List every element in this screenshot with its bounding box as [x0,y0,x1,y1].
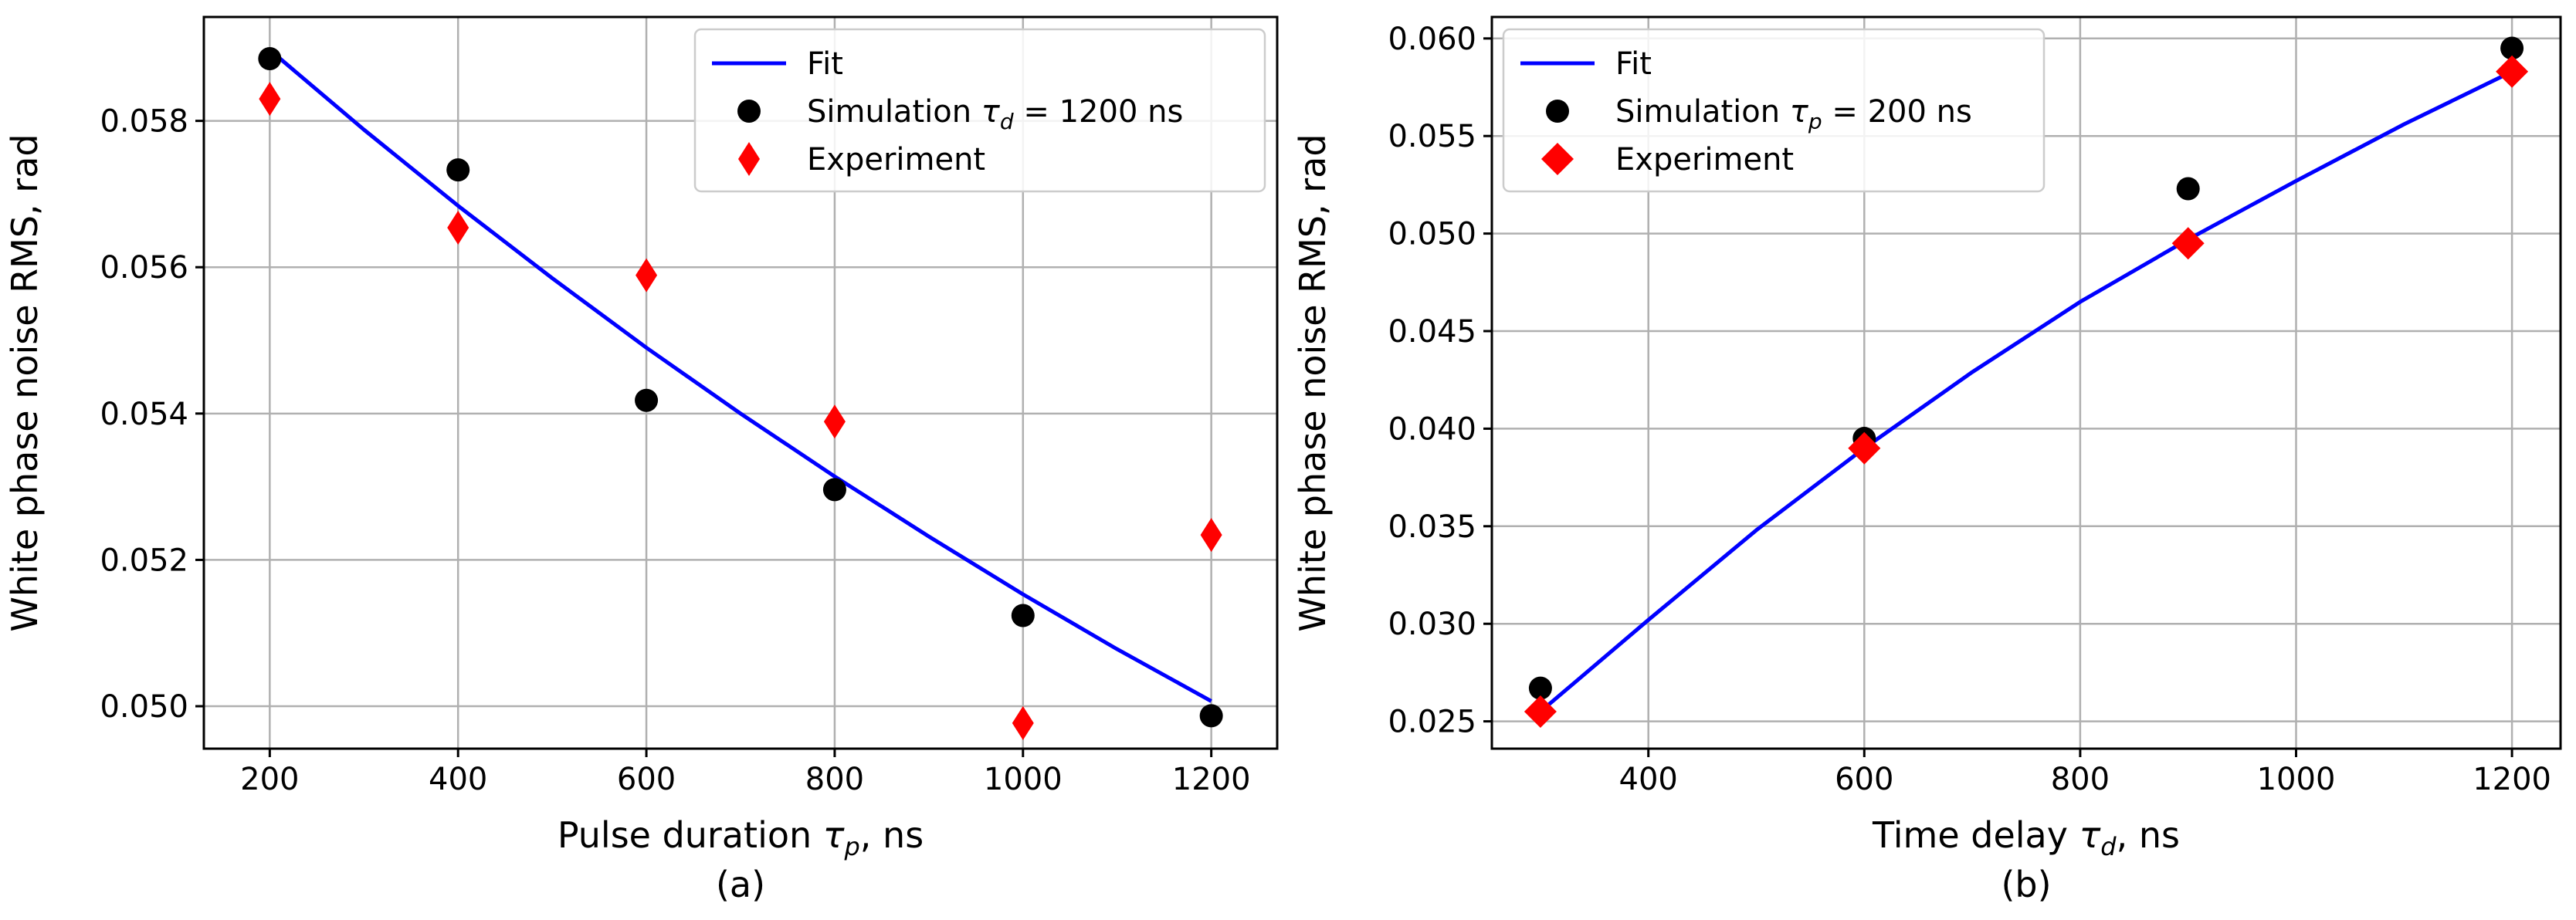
x-axis-label-subscript: d [2100,832,2117,861]
x-tick-label: 1200 [1172,762,1251,797]
experiment-point [2171,227,2205,260]
experiment-point [1200,518,1222,553]
legend-experiment-marker [1541,143,1574,175]
x-axis-label: Pulse duration τp, ns [558,814,924,861]
x-axis-label-text: Time delay [1872,814,2079,856]
y-tick-label: 0.045 [1388,314,1476,350]
legend-simulation-marker [737,100,761,123]
x-axis-label-symbol: τ [823,814,845,856]
legend-label-symbol: τ [971,94,1001,130]
y-axis-label: White phase noise RMS, rad [1292,134,1334,631]
legend-label-simulation: Simulation τd = 1200 ns [807,94,1183,134]
x-tick-label: 400 [429,762,487,797]
y-tick-label: 0.056 [100,250,188,286]
legend-label-fit: Fit [807,46,843,82]
legend-label-suffix: = 1200 ns [1014,94,1184,130]
fit-line [1539,69,2513,713]
y-tick-label: 0.030 [1388,607,1476,642]
experiment-point [1524,695,1557,728]
legend: Fit Simulation τp = 200 ns Experiment [1502,28,2046,193]
legend-label-experiment: Experiment [1615,142,1794,178]
fit-line [268,48,1212,703]
x-axis-label-unit: , ns [2117,814,2180,856]
legend-box [693,28,1266,193]
legend-label-text: Simulation [1615,94,1780,130]
x-axis-label: Time delay τd, ns [1872,814,2180,861]
legend-label-symbol: τ [1780,94,1809,130]
experiment-point [259,82,281,117]
experiment-point [823,404,846,439]
legend-label-suffix: = 200 ns [1822,94,1972,130]
x-tick-label: 1000 [984,762,1063,797]
x-axis-label-unit: , ns [860,814,924,856]
y-tick-label: 0.058 [100,104,188,140]
legend-label-text: Experiment [807,142,985,178]
legend-label-text: Experiment [1615,142,1794,178]
simulation-point [2176,177,2200,201]
y-tick-label: 0.050 [1388,217,1476,252]
x-tick-label: 600 [617,762,676,797]
simulation-point [635,388,659,412]
y-tick-label: 0.052 [100,543,188,578]
x-tick-label: 800 [2051,762,2110,797]
x-tick-label: 600 [1835,762,1893,797]
y-tick-label: 0.060 [1388,22,1476,57]
experiment-point [447,211,469,245]
x-axis-label-subscript: p [843,832,859,861]
simulation-point [1011,604,1035,627]
legend: Fit Simulation τd = 1200 ns Experiment [693,28,1266,193]
legend-label-text: Fit [807,46,843,82]
y-tick-label: 0.050 [100,689,188,725]
legend-label-subscript: p [1808,109,1822,134]
experiment-point [2496,55,2529,88]
x-axis-label-symbol: τ [2079,814,2101,856]
panel-caption: (a) [716,864,765,905]
experiment-point [1848,431,1881,465]
simulation-point [258,47,282,71]
y-tick-label: 0.025 [1388,705,1476,740]
legend-simulation-marker [1546,100,1569,123]
y-tick-label: 0.035 [1388,509,1476,545]
legend-label-simulation: Simulation τp = 200 ns [1615,94,1972,134]
experiment-point [636,258,658,293]
simulation-point [822,478,846,502]
chart-panel-a: 200 400 600 800 1000 1200 0.050 0.052 0.054 0.056… [4,15,1279,905]
legend-label-fit: Fit [1615,46,1652,82]
experiment-point [1012,705,1034,740]
panel-caption: (b) [2001,864,2051,905]
y-tick-label: 0.054 [100,397,188,432]
simulation-point [1199,704,1223,728]
simulation-point [2500,36,2524,60]
simulation-point [446,158,470,182]
legend-label-text: Fit [1615,46,1652,82]
x-axis-label-text: Pulse duration [558,814,823,856]
x-tick-label: 400 [1619,762,1678,797]
y-axis-label: White phase noise RMS, rad [4,134,46,631]
simulation-point [1528,676,1552,700]
x-tick-label: 1000 [2257,762,2336,797]
y-tick-label: 0.055 [1388,119,1476,154]
legend-box [1502,28,2046,193]
axes-frame [202,15,1279,750]
legend-experiment-marker [738,142,760,176]
y-tick-label: 0.040 [1388,411,1476,447]
x-tick-label: 200 [240,762,299,797]
chart-panel-b: 400 600 800 1000 1200 0.025 0.030 0.035 0.040 0.0… [1292,15,2562,905]
legend-label-experiment: Experiment [807,142,985,178]
axes-frame [1490,15,2562,750]
x-tick-label: 800 [805,762,864,797]
x-tick-label: 1200 [2473,762,2551,797]
legend-label-subscript: d [1000,109,1014,134]
legend-label-text: Simulation [807,94,971,130]
